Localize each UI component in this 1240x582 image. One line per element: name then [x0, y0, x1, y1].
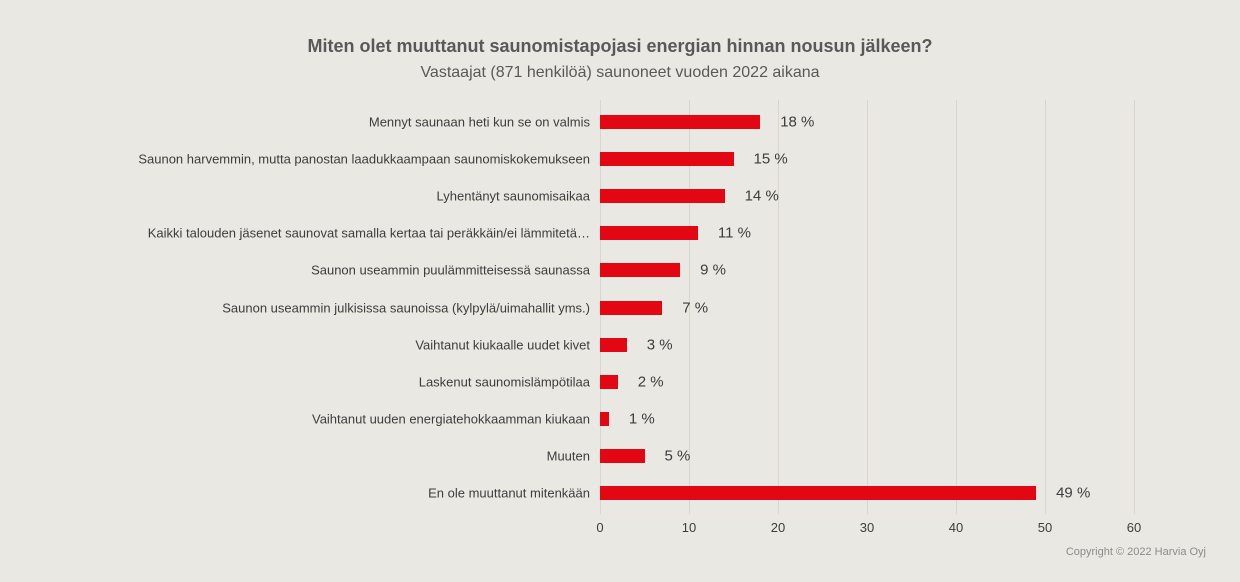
x-tick-label: 0	[596, 520, 604, 535]
chart-row: Saunon harvemmin, mutta panostan laadukk…	[0, 141, 1240, 178]
category-label: Lyhentänyt saunomisaikaa	[436, 188, 590, 204]
category-label: En ole muuttanut mitenkään	[428, 485, 590, 501]
chart-title: Miten olet muuttanut saunomistapojasi en…	[307, 36, 933, 56]
bar	[600, 486, 1037, 501]
bar	[600, 300, 663, 315]
value-label: 1 %	[628, 410, 655, 428]
gridline	[1045, 100, 1046, 514]
value-label: 15 %	[753, 150, 788, 168]
category-label: Laskenut saunomislämpötilaa	[418, 374, 590, 390]
x-tick-label: 50	[1037, 520, 1053, 535]
category-label: Saunon harvemmin, mutta panostan laadukk…	[138, 151, 590, 167]
gridline	[1134, 100, 1135, 514]
chart-row: Kaikki talouden jäsenet saunovat samalla…	[0, 215, 1240, 252]
chart-row: En ole muuttanut mitenkään 49 %	[0, 475, 1240, 512]
category-label: Kaikki talouden jäsenet saunovat samalla…	[147, 225, 590, 241]
category-label: Saunon useammin puulämmitteisessä saunas…	[311, 262, 590, 278]
value-label: 9 %	[700, 261, 726, 279]
chart-subtitle: Vastaajat (871 henkilöä) saunoneet vuode…	[420, 64, 820, 81]
value-label: 7 %	[682, 299, 709, 317]
bar	[600, 115, 761, 130]
copyright-text: Copyright © 2022 Harvia Oyj	[1065, 546, 1206, 558]
chart-row: Vaihtanut uuden energiatehokkaamman kiuk…	[0, 400, 1240, 437]
value-label: 3 %	[646, 336, 673, 354]
category-label: Saunon useammin julkisissa saunoissa (ky…	[222, 300, 590, 316]
chart-row: Mennyt saunaan heti kun se on valmis 18 %	[0, 104, 1240, 141]
x-tick-label: 20	[770, 520, 786, 535]
category-label: Vaihtanut kiukaalle uudet kivet	[415, 337, 590, 353]
gridline	[689, 100, 690, 514]
bar	[600, 152, 734, 167]
bar	[600, 411, 609, 426]
chart-row: Laskenut saunomislämpötilaa 2 %	[0, 363, 1240, 400]
value-label: 14 %	[744, 187, 779, 205]
category-label: Muuten	[546, 448, 590, 464]
chart-row: Saunon useammin puulämmitteisessä saunas…	[0, 252, 1240, 289]
value-label: 18 %	[780, 113, 815, 131]
chart-row: Saunon useammin julkisissa saunoissa (ky…	[0, 289, 1240, 326]
bar	[600, 189, 725, 204]
x-tick-label: 30	[859, 520, 875, 535]
bar	[600, 226, 698, 241]
bar	[600, 448, 645, 463]
gridline	[956, 100, 957, 514]
x-tick-label: 60	[1126, 520, 1142, 535]
category-label: Mennyt saunaan heti kun se on valmis	[368, 114, 590, 130]
value-label: 11 %	[717, 224, 751, 242]
gridline	[867, 100, 868, 514]
chart-row: Vaihtanut kiukaalle uudet kivet 3 %	[0, 326, 1240, 363]
x-tick-label: 40	[948, 520, 964, 535]
x-tick-label: 10	[681, 520, 697, 535]
value-label: 49 %	[1056, 484, 1091, 502]
value-label: 5 %	[664, 447, 691, 465]
bar	[600, 263, 681, 278]
bar	[600, 337, 627, 352]
chart-row: Lyhentänyt saunomisaikaa 14 %	[0, 178, 1240, 215]
bar	[600, 374, 618, 389]
chart-row: Muuten 5 %	[0, 437, 1240, 474]
gridline	[778, 100, 779, 514]
category-label: Vaihtanut uuden energiatehokkaamman kiuk…	[311, 411, 590, 427]
value-label: 2 %	[637, 373, 664, 391]
